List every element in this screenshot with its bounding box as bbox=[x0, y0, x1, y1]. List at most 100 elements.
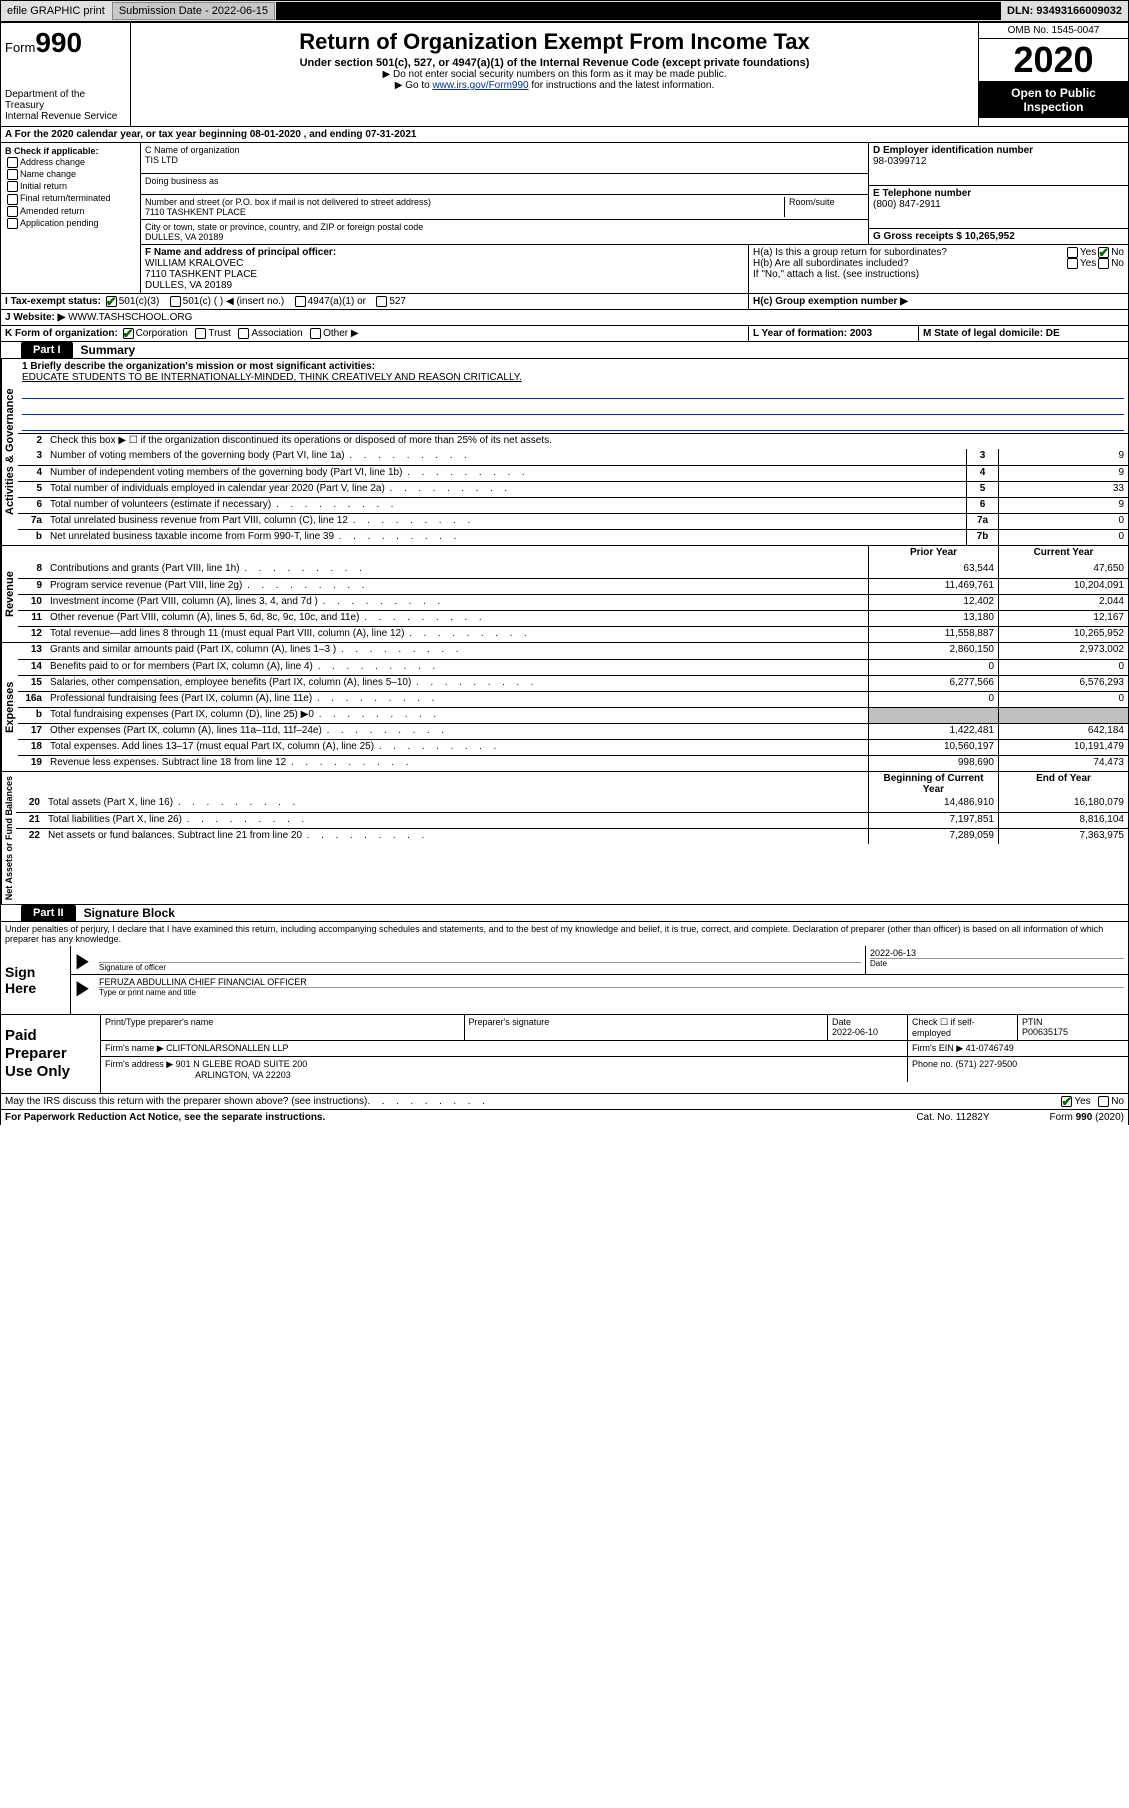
city-label: City or town, state or province, country… bbox=[145, 222, 864, 232]
gov-row: 4 Number of independent voting members o… bbox=[18, 465, 1128, 481]
gov-row: 5 Total number of individuals employed i… bbox=[18, 481, 1128, 497]
officer-name-sub: Type or print name and title bbox=[99, 987, 1124, 997]
omb-label: OMB No. 1545-0047 bbox=[979, 23, 1128, 39]
phone-cell: E Telephone number (800) 847-2911 bbox=[869, 186, 1128, 229]
row-j: J Website: ▶ WWW.TASHSCHOOL.ORG bbox=[0, 310, 1129, 326]
d-value: 98-0399712 bbox=[873, 156, 1124, 167]
i-527-checkbox[interactable] bbox=[376, 296, 387, 307]
data-row: 21 Total liabilities (Part X, line 26) 7… bbox=[16, 812, 1128, 828]
dba-cell: Doing business as bbox=[141, 174, 868, 195]
instructions-link[interactable]: www.irs.gov/Form990 bbox=[432, 80, 528, 91]
l-label: L Year of formation: 2003 bbox=[748, 326, 918, 341]
top-spacer bbox=[276, 2, 1001, 20]
c-name: TIS LTD bbox=[145, 155, 864, 165]
k-assoc-checkbox[interactable] bbox=[238, 328, 249, 339]
col-b: B Check if applicable: Address change Na… bbox=[1, 143, 141, 245]
i-501c-checkbox[interactable] bbox=[170, 296, 181, 307]
officer-name: FERUZA ABDULLINA CHIEF FINANCIAL OFFICER bbox=[99, 977, 1124, 987]
vlabel-net: Net Assets or Fund Balances bbox=[1, 772, 16, 904]
exp-block: Expenses 13 Grants and similar amounts p… bbox=[0, 643, 1129, 772]
data-row: 16a Professional fundraising fees (Part … bbox=[18, 691, 1128, 707]
paid-h4: Check ☐ if self-employed bbox=[908, 1015, 1018, 1040]
data-row: 9 Program service revenue (Part VIII, li… bbox=[18, 578, 1128, 594]
paid-h3: Date bbox=[832, 1017, 903, 1027]
data-row: 20 Total assets (Part X, line 16) 14,486… bbox=[16, 796, 1128, 812]
hb-no-checkbox[interactable] bbox=[1098, 258, 1109, 269]
b-item[interactable]: Application pending bbox=[5, 218, 136, 229]
sign-block: Sign Here ▶ Signature of officer 2022-06… bbox=[0, 946, 1129, 1015]
k-trust-checkbox[interactable] bbox=[195, 328, 206, 339]
f-label: F Name and address of principal officer: bbox=[145, 247, 744, 258]
k-corp-checkbox[interactable] bbox=[123, 328, 134, 339]
form-number: Form990 bbox=[5, 27, 126, 59]
discuss-yes-checkbox[interactable] bbox=[1061, 1096, 1072, 1107]
data-row: b Total fundraising expenses (Part IX, c… bbox=[18, 707, 1128, 723]
vlabel-gov: Activities & Governance bbox=[1, 359, 18, 545]
hb-yes-checkbox[interactable] bbox=[1067, 258, 1078, 269]
b-item[interactable]: Amended return bbox=[5, 206, 136, 217]
discuss-row: May the IRS discuss this return with the… bbox=[0, 1094, 1129, 1110]
f-addr1: 7110 TASHKENT PLACE bbox=[145, 269, 744, 280]
line2-text: Check this box ▶ ☐ if the organization d… bbox=[46, 434, 1128, 449]
addr2: ARLINGTON, VA 22203 bbox=[195, 1070, 291, 1080]
data-row: 11 Other revenue (Part VIII, column (A),… bbox=[18, 610, 1128, 626]
sig-date-label: Date bbox=[870, 958, 1124, 968]
hdr-prior: Prior Year bbox=[868, 546, 998, 562]
tax-year: 2020 bbox=[979, 39, 1128, 82]
header-mid: Return of Organization Exempt From Incom… bbox=[131, 23, 978, 126]
street-label: Number and street (or P.O. box if mail i… bbox=[145, 197, 784, 207]
header-right: OMB No. 1545-0047 2020 Open to Public In… bbox=[978, 23, 1128, 126]
discuss-no-checkbox[interactable] bbox=[1098, 1096, 1109, 1107]
i-4947-checkbox[interactable] bbox=[295, 296, 306, 307]
data-row: 10 Investment income (Part VIII, column … bbox=[18, 594, 1128, 610]
cat-no: Cat. No. 11282Y bbox=[916, 1112, 989, 1123]
rev-block: Revenue Prior Year Current Year 8 Contri… bbox=[0, 546, 1129, 643]
ha-no-checkbox[interactable] bbox=[1098, 247, 1109, 258]
data-row: 17 Other expenses (Part IX, column (A), … bbox=[18, 723, 1128, 739]
i-cell: I Tax-exempt status: 501(c)(3) 501(c) ( … bbox=[1, 294, 748, 309]
e-value: (800) 847-2911 bbox=[873, 199, 1124, 210]
b-item[interactable]: Address change bbox=[5, 157, 136, 168]
submission-btn[interactable]: Submission Date - 2022-06-15 bbox=[112, 2, 275, 20]
note-2: ▶ Go to www.irs.gov/Form990 for instruct… bbox=[139, 80, 970, 91]
b-item[interactable]: Name change bbox=[5, 169, 136, 180]
row-klm: K Form of organization: Corporation Trus… bbox=[0, 326, 1129, 342]
data-row: 12 Total revenue—add lines 8 through 11 … bbox=[18, 626, 1128, 642]
data-row: 19 Revenue less expenses. Subtract line … bbox=[18, 755, 1128, 771]
b-item[interactable]: Initial return bbox=[5, 181, 136, 192]
data-row: 13 Grants and similar amounts paid (Part… bbox=[18, 643, 1128, 659]
paid-h1: Print/Type preparer's name bbox=[105, 1017, 460, 1027]
part1-header: Part I Summary bbox=[0, 342, 1129, 359]
sign-here-label: Sign Here bbox=[1, 946, 71, 1014]
footer-row: For Paperwork Reduction Act Notice, see … bbox=[0, 1110, 1129, 1125]
firm-name: CLIFTONLARSONALLEN LLP bbox=[166, 1043, 288, 1053]
ha-label: H(a) Is this a group return for subordin… bbox=[753, 247, 1065, 258]
b-label: B Check if applicable: bbox=[5, 146, 136, 156]
part2-title: Signature Block bbox=[76, 906, 175, 920]
ha-yes-checkbox[interactable] bbox=[1067, 247, 1078, 258]
mission-text: EDUCATE STUDENTS TO BE INTERNATIONALLY-M… bbox=[22, 372, 1124, 383]
form-title: Return of Organization Exempt From Incom… bbox=[139, 29, 970, 55]
paid-h2: Preparer's signature bbox=[465, 1015, 829, 1040]
data-row: 8 Contributions and grants (Part VIII, l… bbox=[18, 562, 1128, 578]
data-row: 22 Net assets or fund balances. Subtract… bbox=[16, 828, 1128, 844]
city-cell: City or town, state or province, country… bbox=[141, 220, 868, 245]
ein-cell: D Employer identification number 98-0399… bbox=[869, 143, 1128, 186]
mission-area: 1 Briefly describe the organization's mi… bbox=[18, 359, 1128, 433]
data-row: 18 Total expenses. Add lines 13–17 (must… bbox=[18, 739, 1128, 755]
net-block: Net Assets or Fund Balances Beginning of… bbox=[0, 772, 1129, 905]
k-other-checkbox[interactable] bbox=[310, 328, 321, 339]
sig-officer-label: Signature of officer bbox=[99, 962, 861, 972]
k-label: K Form of organization: bbox=[5, 328, 118, 339]
phone-value: (571) 227-9500 bbox=[956, 1059, 1018, 1069]
top-bar: efile GRAPHIC print Submission Date - 20… bbox=[0, 0, 1129, 22]
b-item[interactable]: Final return/terminated bbox=[5, 193, 136, 204]
data-row: 14 Benefits paid to or for members (Part… bbox=[18, 659, 1128, 675]
j-value: WWW.TASHSCHOOL.ORG bbox=[68, 312, 192, 323]
i-501c3-checkbox[interactable] bbox=[106, 296, 117, 307]
arrow-icon: ▶ bbox=[71, 946, 95, 974]
hdr-end: End of Year bbox=[998, 772, 1128, 796]
hb-note: If "No," attach a list. (see instruction… bbox=[753, 269, 1124, 280]
addr-label: Firm's address ▶ bbox=[105, 1059, 173, 1069]
vlabel-rev: Revenue bbox=[1, 546, 18, 642]
